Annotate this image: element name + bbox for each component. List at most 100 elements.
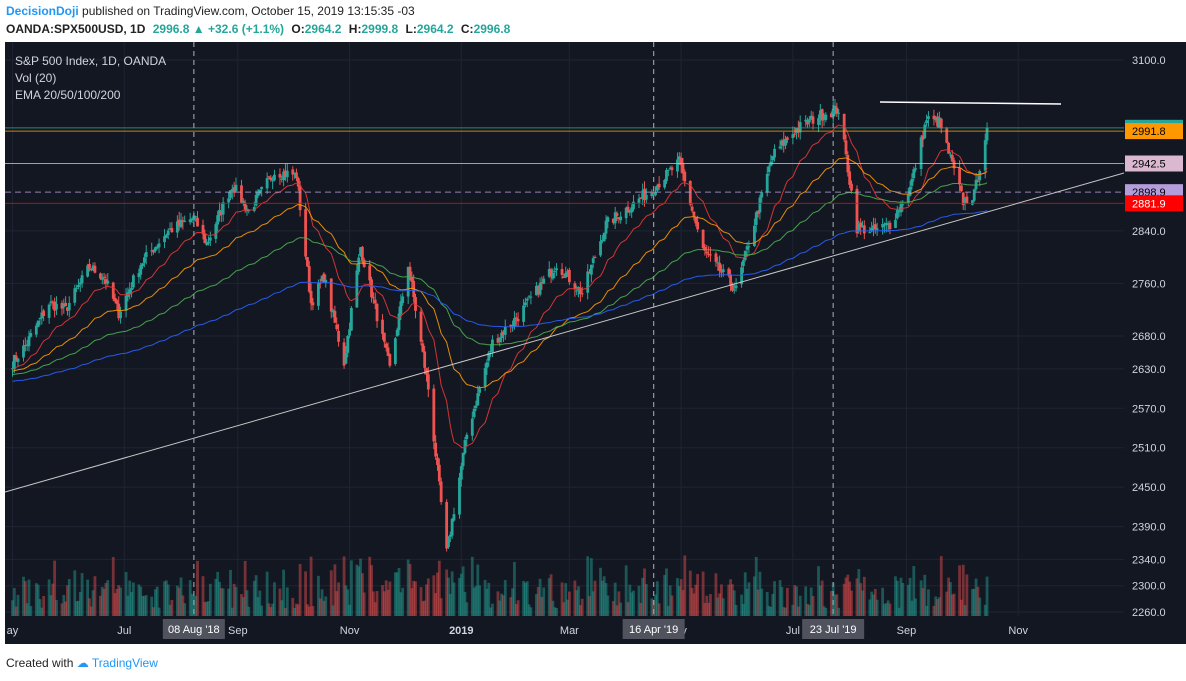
candle-body <box>27 336 31 347</box>
volume-bar <box>637 585 641 616</box>
volume-bar <box>295 603 298 616</box>
candle-body <box>575 290 579 292</box>
candle-body <box>938 117 941 128</box>
time-tick-label: Nov <box>1008 625 1028 637</box>
candle-body <box>470 418 474 436</box>
candle-body <box>873 224 877 230</box>
candle-body <box>139 265 143 275</box>
candle-body <box>196 217 199 227</box>
candle-body <box>483 368 487 387</box>
candle-body <box>434 442 438 457</box>
volume-bar <box>785 587 789 616</box>
volume-bar <box>170 599 174 616</box>
volume-bar <box>192 595 196 616</box>
price-chart[interactable]: S&P 500 Index, 1D, OANDA Vol (20) EMA 20… <box>5 42 1124 616</box>
candle-body <box>536 285 540 295</box>
candle-body <box>164 235 168 238</box>
volume-bar <box>461 566 465 616</box>
candle-body <box>410 276 414 282</box>
volume-bar <box>778 580 782 616</box>
high-value: 2999.8 <box>361 22 399 36</box>
candle-body <box>370 279 373 298</box>
volume-bar <box>919 580 923 616</box>
volume-bar <box>252 580 256 616</box>
price-axis[interactable]: 3100.0 2840.0 2760.0 2680.0 2630.0 2570.0 2510… <box>1124 42 1186 619</box>
candle-body <box>177 219 181 226</box>
last-price: 2996.8 <box>152 22 190 36</box>
volume-bar <box>756 589 760 616</box>
volume-bar <box>23 581 27 616</box>
candle-body <box>60 303 64 309</box>
volume-bar <box>806 603 809 616</box>
volume-bar <box>60 603 64 616</box>
volume-bar <box>855 578 859 616</box>
volume-bar <box>850 590 853 616</box>
candle-body <box>721 269 725 273</box>
volume-bar <box>27 579 31 616</box>
volume-bar <box>718 593 721 616</box>
candle-body <box>960 185 963 191</box>
volume-bar <box>243 560 247 616</box>
time-axis-canvas[interactable]: ayJulSepNov2019MarayJulSepNov08 Aug '181… <box>5 616 1124 644</box>
candle-body <box>945 128 949 143</box>
candle-body <box>306 257 309 267</box>
chart-canvas[interactable] <box>5 42 1124 616</box>
candle-body <box>421 343 425 352</box>
volume-bar <box>525 581 529 616</box>
candle-body <box>524 302 527 306</box>
volume-bar <box>650 598 654 616</box>
volume-bar <box>335 591 339 616</box>
tradingview-brand[interactable]: TradingView <box>91 656 158 670</box>
candle-body <box>784 138 787 146</box>
volume-bar <box>89 606 93 616</box>
candle-body <box>337 330 340 342</box>
volume-bar <box>795 586 798 616</box>
volume-bar <box>875 599 879 616</box>
candle-body <box>963 197 967 204</box>
candle-body <box>901 204 905 206</box>
candle-body <box>727 268 731 276</box>
open-label: O: <box>291 22 305 36</box>
candle-body <box>654 192 657 196</box>
candle-body <box>663 180 667 188</box>
candle-body <box>886 223 890 225</box>
close-value: 2996.8 <box>473 22 511 36</box>
volume-bar <box>203 601 207 616</box>
candle-body <box>476 393 480 406</box>
candle-body <box>650 191 654 197</box>
volume-bar <box>55 600 58 616</box>
volume-bar <box>104 583 108 616</box>
volume-bar <box>705 595 709 616</box>
volume-bar <box>578 605 582 616</box>
author-link[interactable]: DecisionDoji <box>6 4 79 18</box>
volume-bar <box>168 604 172 616</box>
volume-bar <box>670 595 674 616</box>
candle-body <box>128 289 132 295</box>
volume-bar <box>897 607 901 616</box>
price-tick-label: 2390.0 <box>1132 522 1166 534</box>
price-axis-canvas[interactable]: 3100.0 2840.0 2760.0 2680.0 2630.0 2570.0 2510… <box>1124 42 1186 619</box>
volume-bar <box>152 607 155 616</box>
candle-body <box>93 265 97 273</box>
candle-body <box>355 270 359 308</box>
volume-bar <box>311 606 315 616</box>
volume-bar <box>606 595 610 616</box>
candle-body <box>42 310 46 317</box>
volume-bar <box>51 583 55 616</box>
volume-bar <box>676 577 679 616</box>
time-axis[interactable]: ayJulSepNov2019MarayJulSepNov08 Aug '181… <box>5 616 1124 644</box>
candle-body <box>542 278 546 284</box>
candle-body <box>732 289 736 291</box>
candle-body <box>870 227 874 232</box>
candle-body <box>502 331 505 335</box>
volume-bar <box>265 571 269 616</box>
candle-body <box>720 271 723 273</box>
highlight-date-badge <box>802 619 865 639</box>
candle-body <box>230 188 234 193</box>
volume-bar <box>139 586 143 616</box>
candle-body <box>329 278 333 312</box>
volume-bar <box>194 595 198 616</box>
candle-body <box>758 197 762 213</box>
volume-bar <box>448 593 452 616</box>
volume-bar <box>483 579 487 616</box>
